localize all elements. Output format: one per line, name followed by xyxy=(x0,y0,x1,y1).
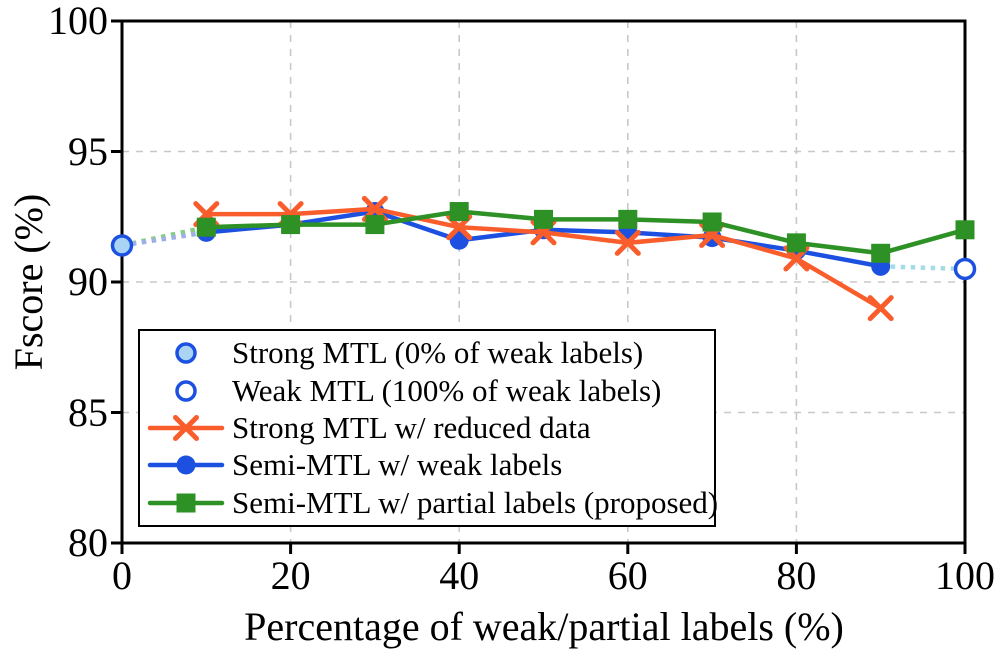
connector-dotted-line xyxy=(121,230,207,248)
strong-mtl-point-marker xyxy=(110,234,134,257)
marker-square-semi-mtl-partial-labels xyxy=(281,215,301,235)
legend-marker-x-icon xyxy=(147,414,225,441)
y-tick-label: 80 xyxy=(68,520,108,565)
marker-square-semi-mtl-partial-labels xyxy=(871,243,891,263)
marker-square-semi-mtl-partial-labels xyxy=(955,220,975,240)
legend-item: Weak MTL (100% of weak labels) xyxy=(140,373,714,409)
legend-item-label: Strong MTL w/ reduced data xyxy=(232,409,591,445)
legend-item-label: Semi-MTL w/ weak labels xyxy=(232,447,563,483)
marker-square-semi-mtl-partial-labels xyxy=(618,209,638,229)
legend-item: Semi-MTL w/ partial labels (proposed) xyxy=(140,485,718,521)
x-tick-label: 100 xyxy=(935,553,995,598)
x-tick-label: 40 xyxy=(439,553,480,598)
legend-item: Strong MTL (0% of weak labels) xyxy=(140,335,714,371)
y-tick-label: 85 xyxy=(68,389,108,435)
legend-item: Strong MTL w/ reduced data xyxy=(140,410,714,446)
legend-marker-circle-icon xyxy=(175,379,197,402)
plot-frame xyxy=(120,19,967,545)
legend-marker-circle-icon xyxy=(175,342,197,365)
marker-x-strong-mtl-reduced-data xyxy=(614,229,641,256)
marker-x-strong-mtl-reduced-data xyxy=(867,295,894,322)
weak-mtl-point-marker xyxy=(953,257,977,281)
legend: Strong MTL (0% of weak labels) Weak MTL (… xyxy=(138,329,718,527)
x-axis-title: Percentage of weak/partial labels (%) xyxy=(244,604,844,649)
marker-square-semi-mtl-partial-labels xyxy=(365,215,385,235)
legend-marker-square-icon xyxy=(147,493,225,513)
marker-square-semi-mtl-partial-labels xyxy=(196,217,216,237)
y-tick-label: 90 xyxy=(68,259,108,304)
legend-item-label: Strong MTL (0% of weak labels) xyxy=(232,335,644,371)
marker-square-semi-mtl-partial-labels xyxy=(449,202,469,222)
y-axis-title: Fscore (%) xyxy=(6,193,51,371)
y-tick-label: 100 xyxy=(48,0,108,43)
marker-square-semi-mtl-partial-labels xyxy=(786,233,806,253)
marker-square-semi-mtl-partial-labels xyxy=(702,212,722,232)
legend-item-label: Weak MTL (100% of weak labels) xyxy=(232,372,662,408)
connector-dotted-line xyxy=(880,264,966,272)
x-tick-label: 60 xyxy=(607,553,648,598)
legend-item-label: Semi-MTL w/ partial labels (proposed) xyxy=(232,484,719,520)
marker-square-semi-mtl-partial-labels xyxy=(534,209,553,229)
marker-circle-semi-mtl-weak-labels xyxy=(449,230,469,250)
x-tick-label: 80 xyxy=(776,553,817,598)
series-line-semi-mtl-partial-labels xyxy=(204,209,968,256)
legend-item: Semi-MTL w/ weak labels xyxy=(140,447,714,483)
legend-marker-circle-icon xyxy=(147,455,225,475)
x-tick-label: 0 xyxy=(112,553,132,598)
y-tick-label: 95 xyxy=(68,128,108,174)
x-tick-label: 20 xyxy=(270,553,311,598)
